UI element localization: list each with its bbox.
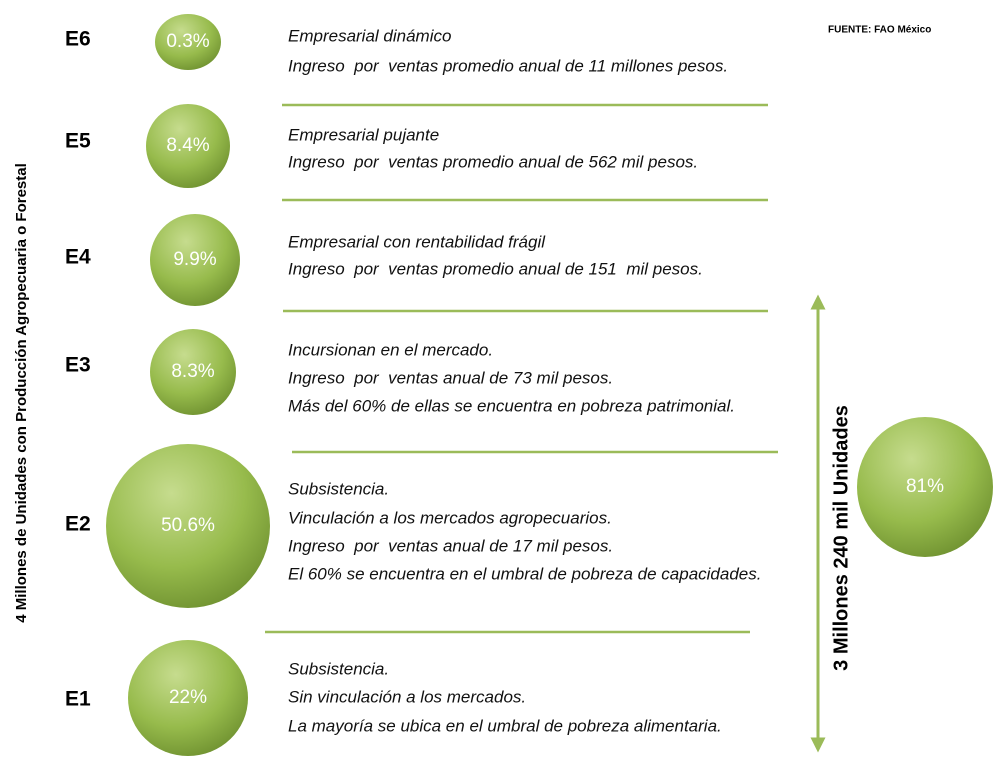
stratum-circle	[150, 214, 240, 306]
level-label: E1	[65, 688, 91, 711]
level-label: E4	[65, 246, 91, 269]
stratum-circle	[150, 329, 236, 415]
description-line: Ingreso por ventas anual de 73 mil pesos…	[288, 368, 613, 387]
description-line: Más del 60% de ellas se encuentra en pob…	[288, 396, 735, 415]
description-line: La mayoría se ubica en el umbral de pobr…	[288, 716, 722, 735]
stratum-percent: 8.3%	[171, 361, 214, 382]
right-label: 3 Millones 240 mil Unidades	[830, 405, 852, 671]
level-label: E2	[65, 513, 91, 536]
left-label: 4 Millones de Unidades con Producción Ag…	[13, 163, 30, 623]
description-line: Empresarial pujante	[288, 125, 439, 144]
stratum-circle	[106, 444, 270, 608]
stratum-percent: 0.3%	[166, 31, 209, 52]
stratum-percent: 9.9%	[173, 249, 216, 270]
stratum-circle	[155, 14, 221, 70]
stratum-circle	[146, 104, 230, 188]
stratum-percent: 8.4%	[166, 135, 209, 156]
stratum-circle	[128, 640, 248, 756]
stratum-percent: 50.6%	[161, 515, 215, 536]
level-label: E3	[65, 354, 91, 377]
source: FUENTE: FAO México	[828, 25, 931, 36]
description-line: Incursionan en el mercado.	[288, 340, 493, 359]
description-line: Empresarial con rentabilidad frágil	[288, 232, 546, 251]
level-label: E6	[65, 28, 91, 51]
description-line: Vinculación a los mercados agropecuarios…	[288, 508, 612, 527]
description-line: Ingreso por ventas promedio anual de 562…	[288, 152, 698, 171]
description-line: Subsistencia.	[288, 659, 389, 678]
stratum-percent: 22%	[169, 687, 207, 708]
description-line: Ingreso por ventas promedio anual de 151…	[288, 259, 703, 278]
description-line: Ingreso por ventas anual de 17 mil pesos…	[288, 536, 613, 555]
level-label: E5	[65, 130, 91, 153]
description-line: Ingreso por ventas promedio anual de 11 …	[288, 56, 728, 75]
description-line: Subsistencia.	[288, 479, 389, 498]
description-line: Sin vinculación a los mercados.	[288, 687, 526, 706]
description-line: El 60% se encuentra en el umbral de pobr…	[288, 564, 761, 583]
description-line: Empresarial dinámico	[288, 26, 451, 45]
total-percent: 81%	[906, 476, 944, 497]
total-circle	[857, 417, 993, 557]
